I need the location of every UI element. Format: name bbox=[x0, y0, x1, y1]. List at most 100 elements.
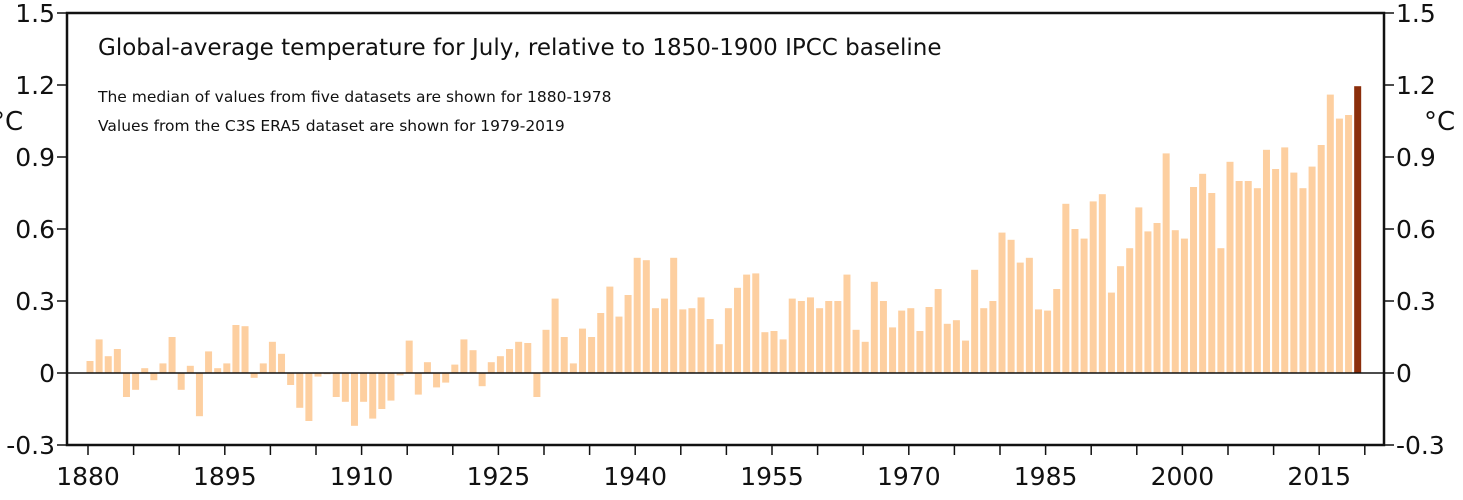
bar-1988 bbox=[1071, 229, 1079, 373]
bar-2010 bbox=[1272, 169, 1280, 373]
bar-1993 bbox=[1117, 266, 1125, 373]
bar-1977 bbox=[971, 269, 979, 373]
bar-1901 bbox=[278, 353, 286, 373]
bar-1952 bbox=[743, 274, 751, 373]
bar-1959 bbox=[806, 297, 814, 373]
bar-1889 bbox=[168, 337, 176, 373]
bar-1957 bbox=[788, 298, 796, 373]
x-tick-label: 1925 bbox=[467, 462, 531, 491]
bar-1987 bbox=[1062, 203, 1070, 373]
bar-1967 bbox=[879, 301, 887, 373]
y-tick-label-right: 1.2 bbox=[1396, 71, 1436, 100]
bar-1949 bbox=[715, 344, 723, 373]
y-tick-label-left: 1.5 bbox=[15, 0, 55, 28]
bar-1980 bbox=[998, 232, 1006, 373]
bar-1961 bbox=[825, 301, 833, 373]
bar-1981 bbox=[1007, 239, 1015, 373]
bar-1997 bbox=[1153, 223, 1161, 373]
bar-1945 bbox=[679, 309, 687, 373]
bar-1983 bbox=[1025, 257, 1033, 373]
y-tick-label-left: -0.3 bbox=[6, 431, 55, 460]
bar-1948 bbox=[706, 319, 714, 373]
bar-1891 bbox=[186, 365, 194, 373]
bar-2003 bbox=[1208, 193, 1216, 373]
y-axis-label-right: °C bbox=[1424, 107, 1455, 137]
bar-1886 bbox=[141, 368, 149, 373]
bar-1884 bbox=[122, 373, 130, 397]
y-tick-label-right: 0.3 bbox=[1396, 287, 1436, 316]
bar-1920 bbox=[451, 364, 459, 373]
bar-2009 bbox=[1262, 149, 1270, 373]
bar-1924 bbox=[487, 362, 495, 373]
bar-1976 bbox=[962, 340, 970, 373]
bar-1973 bbox=[934, 289, 942, 373]
bar-2007 bbox=[1244, 181, 1252, 373]
bar-1918 bbox=[433, 373, 441, 388]
bar-1998 bbox=[1162, 153, 1170, 373]
x-tick-label: 1985 bbox=[1014, 462, 1078, 491]
y-tick-label-right: 0 bbox=[1396, 359, 1412, 388]
bar-1956 bbox=[779, 339, 787, 373]
bar-1986 bbox=[1053, 289, 1061, 373]
bar-1990 bbox=[1089, 201, 1097, 373]
bar-1928 bbox=[524, 343, 532, 373]
bar-1910 bbox=[360, 373, 368, 402]
bar-1899 bbox=[259, 363, 267, 373]
bars-group bbox=[86, 86, 1362, 426]
bar-1936 bbox=[597, 313, 605, 373]
bar-1932 bbox=[560, 337, 568, 373]
bar-2017 bbox=[1335, 118, 1343, 373]
bar-1923 bbox=[478, 373, 486, 387]
bar-1947 bbox=[697, 297, 705, 373]
bar-1930 bbox=[542, 329, 550, 373]
bar-1943 bbox=[661, 298, 669, 373]
bar-1968 bbox=[889, 327, 897, 373]
x-tick-label: 2015 bbox=[1287, 462, 1351, 491]
bar-1935 bbox=[588, 337, 596, 373]
bar-2001 bbox=[1190, 187, 1198, 373]
bar-1929 bbox=[533, 373, 541, 397]
bar-2019 bbox=[1354, 86, 1362, 373]
bar-1937 bbox=[606, 286, 614, 373]
bar-1907 bbox=[332, 373, 340, 397]
x-axis: 1880 1895 1910 1925 1940 1955 1970 1985 2000 2015 bbox=[56, 445, 1366, 491]
bar-2000 bbox=[1180, 238, 1188, 373]
bar-1996 bbox=[1144, 231, 1152, 373]
bar-2011 bbox=[1281, 147, 1289, 373]
bar-1939 bbox=[624, 295, 632, 373]
bar-2015 bbox=[1317, 145, 1325, 373]
bar-1914 bbox=[396, 373, 404, 376]
bar-1887 bbox=[150, 373, 158, 381]
bar-2005 bbox=[1226, 161, 1234, 373]
bar-1964 bbox=[852, 329, 860, 373]
bar-2002 bbox=[1199, 173, 1207, 373]
plot-frame bbox=[65, 11, 1386, 447]
bar-1898 bbox=[250, 373, 258, 378]
bar-1913 bbox=[387, 373, 395, 401]
bar-1922 bbox=[469, 350, 477, 373]
bar-1958 bbox=[797, 301, 805, 373]
bar-1955 bbox=[770, 331, 778, 373]
annotation-line-2: Values from the C3S ERA5 dataset are sho… bbox=[98, 117, 565, 135]
bar-1902 bbox=[287, 373, 295, 385]
bar-1970 bbox=[907, 308, 915, 373]
bar-1926 bbox=[506, 349, 514, 373]
y-tick-label-left: 1.2 bbox=[15, 71, 55, 100]
bar-1919 bbox=[442, 373, 450, 383]
bar-1931 bbox=[551, 298, 559, 373]
bar-1909 bbox=[350, 373, 358, 426]
y-tick-label-right: 0.6 bbox=[1396, 215, 1436, 244]
bar-2004 bbox=[1217, 248, 1225, 373]
bar-1954 bbox=[761, 332, 769, 373]
bar-2016 bbox=[1326, 94, 1334, 373]
bar-1963 bbox=[843, 274, 851, 373]
chart-title: Global-average temperature for July, rel… bbox=[98, 35, 942, 61]
bar-1904 bbox=[305, 373, 313, 421]
bar-1989 bbox=[1080, 238, 1088, 373]
y-tick-label-left: 0.6 bbox=[15, 215, 55, 244]
bar-1944 bbox=[670, 257, 678, 373]
x-tick-label: 1970 bbox=[877, 462, 941, 491]
bar-1942 bbox=[651, 308, 659, 373]
x-tick-label: 1940 bbox=[603, 462, 667, 491]
bar-1994 bbox=[1126, 248, 1134, 373]
